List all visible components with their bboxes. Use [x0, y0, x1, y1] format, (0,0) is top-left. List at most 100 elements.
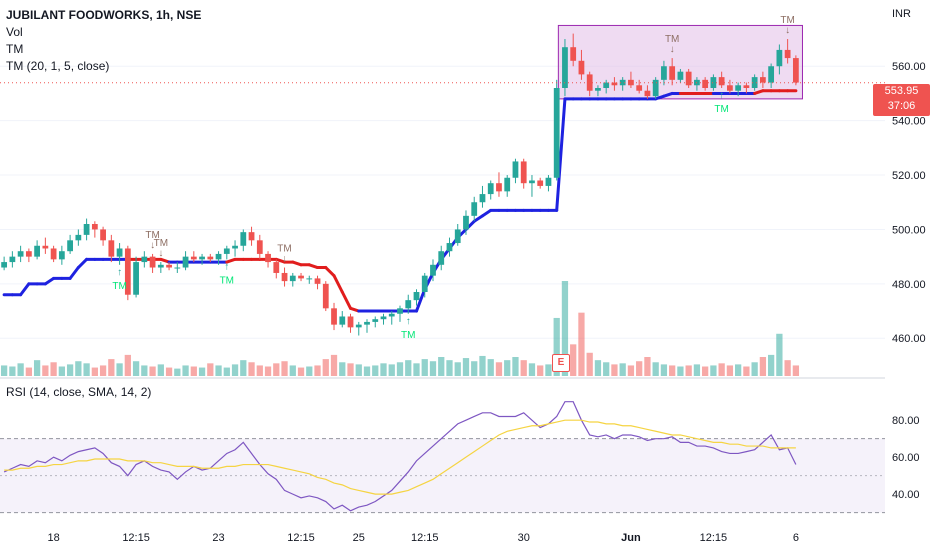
volume-bar [330, 354, 338, 376]
candle-body [314, 278, 321, 284]
volume-bar [182, 365, 189, 376]
volume-legend[interactable]: Vol [6, 25, 23, 39]
volume-bar [512, 357, 519, 376]
candle-body [182, 256, 189, 268]
candle-body [603, 82, 610, 88]
symbol-title[interactable]: JUBILANT FOODWORKS, 1h, NSE [6, 8, 202, 22]
consolidation-box [557, 24, 803, 100]
volume-bar [743, 366, 750, 376]
volume-bar [594, 360, 602, 376]
time-tick-label: 12:15 [287, 532, 315, 544]
candle-body [347, 316, 354, 328]
last-price-value: 553.95 [884, 85, 919, 97]
volume-bar [339, 362, 346, 376]
candle-body [166, 264, 172, 268]
volume-bar [99, 365, 107, 376]
tm-params-legend[interactable]: TM (20, 1, 5, close) [6, 59, 110, 73]
candle-body [677, 71, 684, 80]
volume-bar [58, 366, 65, 376]
candle-body [751, 77, 758, 88]
candle-body [174, 267, 181, 269]
rsi-legend[interactable]: RSI (14, close, SMA, 14, 2) [6, 385, 152, 399]
volume-bar [702, 366, 709, 376]
candle-body [405, 300, 412, 309]
volume-bar [578, 312, 585, 376]
volume-bar [710, 365, 717, 376]
volume-bar [372, 365, 379, 376]
volume-bar [314, 365, 321, 376]
candle-body [669, 66, 676, 80]
candle-body [479, 194, 486, 203]
volume-bars [0, 281, 800, 376]
volume-bar [611, 364, 618, 376]
volume-bar [190, 366, 197, 376]
candle-body [232, 245, 238, 249]
earnings-badge[interactable]: E [552, 354, 570, 372]
candle-body [520, 161, 527, 184]
candle-body [718, 77, 725, 86]
volume-bar [347, 363, 354, 376]
volume-bar [231, 364, 239, 376]
candle-body [116, 248, 123, 257]
volume-bar [421, 359, 428, 376]
volume-bar [446, 360, 453, 376]
volume-bar [198, 367, 206, 376]
volume-bar [520, 360, 527, 376]
volume-bar [149, 366, 156, 376]
tm-legend[interactable]: TM [6, 42, 24, 56]
tm-line-segment [555, 97, 567, 212]
candle-body [413, 292, 420, 301]
volume-bar [132, 361, 140, 376]
candle-body [364, 321, 370, 325]
volume-bar [726, 365, 734, 376]
price-axis[interactable]: 460.00 480.00 500.00 520.00 540.00 560.00 40.0… [892, 61, 926, 501]
volume-bar [66, 364, 74, 376]
tm-line-segment [43, 276, 56, 286]
price-tick-label: 480.00 [892, 279, 926, 291]
candle-body [248, 232, 255, 241]
buy-signal-label: TM [112, 281, 126, 292]
volume-bar [570, 344, 577, 376]
volume-bar [116, 363, 123, 376]
candle-body [124, 248, 131, 295]
sell-signal-label: TM [780, 15, 794, 26]
candle-body [438, 251, 445, 265]
volume-bar [141, 365, 148, 376]
candle-body [619, 79, 626, 86]
volume-bar [256, 365, 263, 376]
sell-signal-label: TM [665, 34, 679, 45]
volume-bar [735, 364, 742, 376]
rsi-line [3, 401, 797, 512]
candle-body [372, 319, 379, 322]
volume-bar [685, 365, 692, 376]
volume-bar [207, 363, 214, 376]
candle-body [339, 316, 346, 325]
tm-line-segment [340, 290, 353, 310]
candle-body [331, 308, 337, 325]
volume-bar [504, 360, 511, 376]
candle-body [100, 229, 106, 241]
candle-body [776, 49, 783, 67]
volume-bar [240, 360, 247, 376]
candle-body [190, 256, 197, 260]
buy-signal-label: TM [714, 104, 728, 115]
candle-body [75, 234, 82, 241]
volume-bar [652, 362, 659, 376]
candle-body [298, 275, 304, 279]
time-axis[interactable]: 18 12:15 23 12:15 25 12:15 30 Jun 12:15 6 [47, 532, 798, 544]
time-tick-label: 30 [518, 532, 530, 544]
candle-body [91, 224, 98, 230]
volume-bar [273, 363, 280, 376]
volume-bar [215, 365, 222, 376]
candle-body [727, 85, 733, 91]
volume-bar [660, 364, 668, 376]
volume-bar [9, 366, 16, 376]
candle-body [760, 77, 766, 83]
sell-arrow: ↓ [785, 25, 790, 36]
currency-label[interactable]: INR [892, 8, 911, 20]
candle-body [685, 71, 692, 86]
tm-line-segment [324, 266, 336, 278]
candle-body [743, 85, 750, 88]
volume-bar [545, 364, 552, 376]
